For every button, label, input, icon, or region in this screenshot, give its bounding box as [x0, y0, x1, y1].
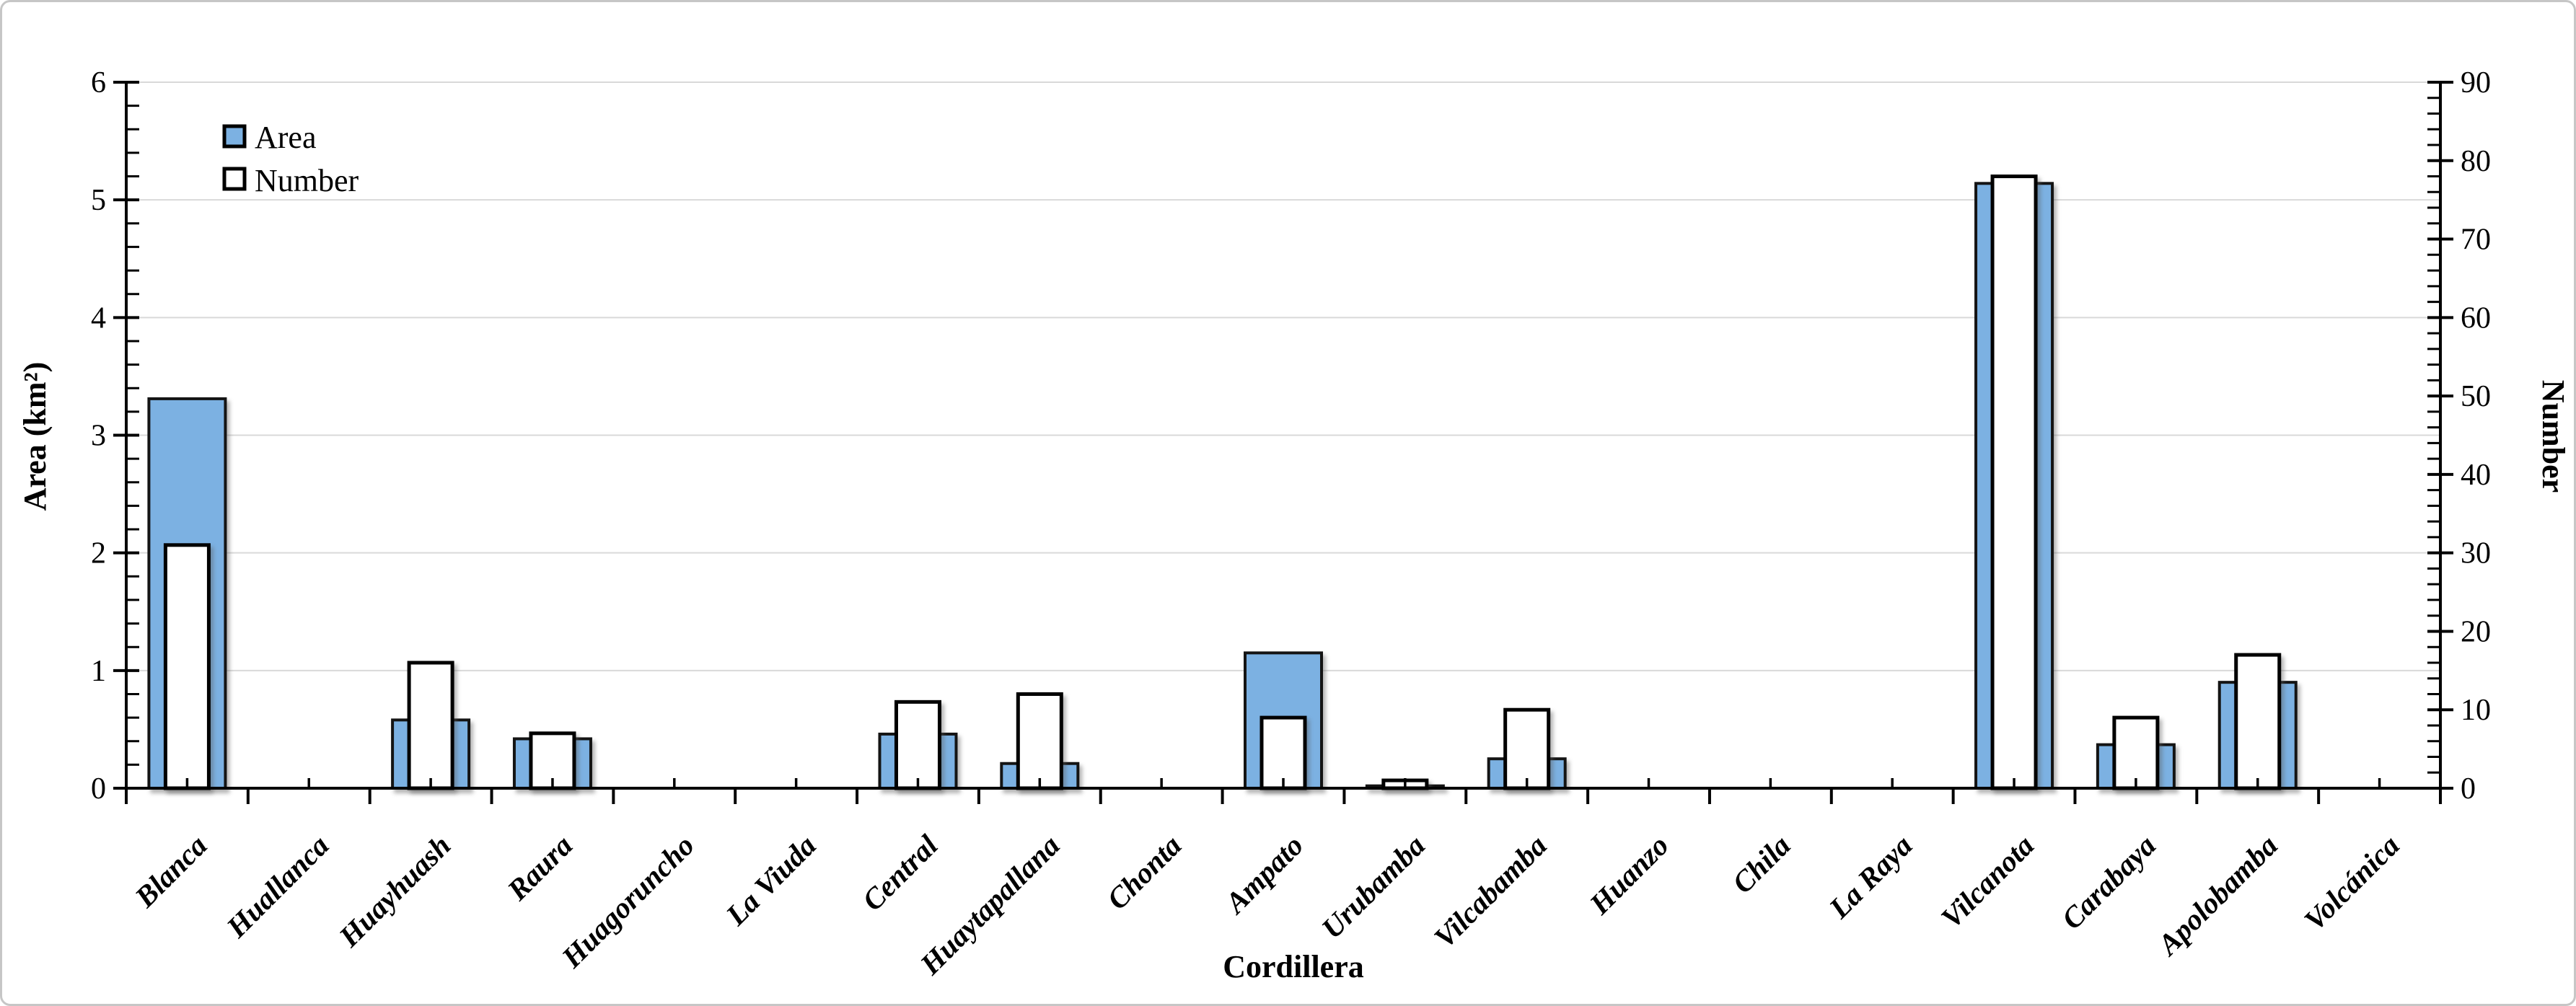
right-tick-label: 10 — [2461, 694, 2491, 727]
x-category-label: Huayhuash — [332, 829, 457, 953]
bar-number-Carabaya — [2112, 715, 2160, 790]
x-category-label: Urubamba — [1315, 829, 1431, 945]
x-category-label: Raura — [500, 829, 579, 907]
legend-swatch-number — [222, 167, 247, 191]
bar-number-Vilcanota — [1990, 175, 2038, 790]
bar-number-Central — [894, 700, 941, 790]
bar-number-Apolobamba — [2234, 653, 2282, 790]
x-category-label: Vilcabamba — [1428, 829, 1553, 954]
x-category-label: La Raya — [1822, 829, 1919, 925]
legend-label-number: Number — [255, 163, 359, 198]
x-category-label: Huallanca — [219, 829, 335, 945]
right-tick-label: 60 — [2461, 301, 2491, 335]
x-category-label: Vilcanota — [1935, 829, 2041, 935]
ticks-layer — [113, 81, 2453, 804]
x-category-label: La Viuda — [718, 829, 822, 932]
x-axis-title: Cordillera — [1223, 949, 1364, 984]
right-tick-label: 30 — [2461, 537, 2491, 570]
bar-number-Vilcabamba — [1503, 707, 1551, 790]
x-category-label: Apolobamba — [2150, 829, 2284, 963]
x-category-label: Huanzo — [1583, 829, 1675, 921]
right-tick-label: 90 — [2461, 66, 2491, 100]
bar-number-Blanca — [163, 543, 211, 790]
left-tick-label: 2 — [91, 537, 106, 570]
legend: Area Number — [222, 120, 359, 198]
bar-number-Huaytapallana — [1016, 692, 1063, 790]
x-category-label: Carabaya — [2055, 829, 2162, 935]
right-axis-title: Number — [2536, 380, 2571, 493]
x-category-label: Chonta — [1100, 829, 1187, 916]
right-tick-label: 20 — [2461, 615, 2491, 648]
x-category-label: Volcánica — [2298, 829, 2406, 937]
left-tick-label: 1 — [91, 655, 106, 688]
x-category-label: Chila — [1726, 829, 1797, 900]
left-tick-label: 4 — [91, 301, 106, 335]
legend-swatch-area — [222, 124, 247, 149]
bar-number-Huayhuash — [407, 661, 454, 790]
right-tick-label: 0 — [2461, 772, 2476, 806]
right-tick-label: 80 — [2461, 145, 2491, 178]
right-tick-label: 70 — [2461, 224, 2491, 257]
left-tick-label: 0 — [91, 772, 106, 806]
bars-layer — [147, 175, 2298, 790]
legend-label-area: Area — [255, 120, 317, 155]
left-tick-label: 3 — [91, 420, 106, 453]
left-tick-label: 5 — [91, 184, 106, 217]
bar-number-Ampato — [1260, 715, 1307, 790]
right-tick-label: 50 — [2461, 380, 2491, 413]
left-tick-label: 6 — [91, 66, 106, 100]
right-tick-label: 40 — [2461, 459, 2491, 492]
x-category-label: Central — [856, 828, 944, 917]
x-category-label: Blanca — [128, 829, 214, 914]
gridlines — [126, 81, 2440, 671]
left-axis-title: Area (km²) — [17, 362, 53, 511]
x-category-label: Ampato — [1217, 829, 1309, 921]
